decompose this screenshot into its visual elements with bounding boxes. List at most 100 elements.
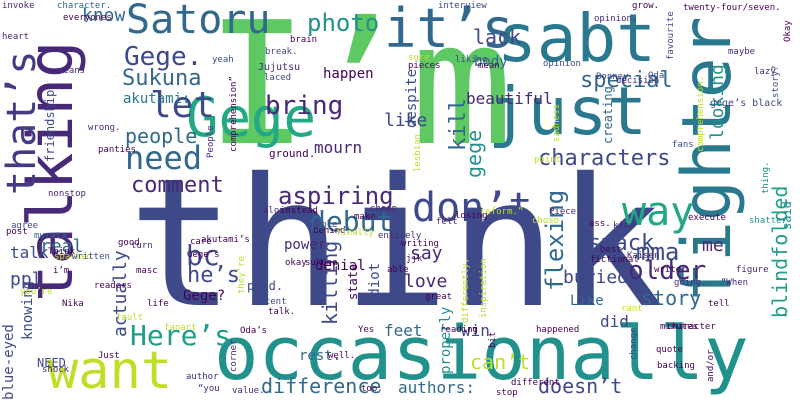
cloud-word: maybe bbox=[728, 47, 756, 57]
cloud-word: okay bbox=[285, 258, 307, 268]
cloud-word: lazy bbox=[754, 67, 776, 77]
cloud-word: decision bbox=[616, 76, 660, 86]
cloud-word: need bbox=[125, 139, 203, 177]
cloud-word: sabt bbox=[497, 0, 656, 77]
cloud-word: stop bbox=[496, 388, 518, 398]
cloud-word: agree bbox=[11, 221, 39, 231]
cloud-word: beautiful bbox=[466, 89, 553, 108]
cloud-word: comprehension” bbox=[229, 76, 239, 152]
cloud-word: mourn bbox=[314, 138, 363, 157]
cloud-word: felt bbox=[436, 217, 458, 227]
cloud-word: properly bbox=[438, 306, 454, 374]
cloud-word: going. bbox=[674, 278, 707, 288]
cloud-word: rest. bbox=[299, 348, 342, 364]
cloud-word: bc bbox=[186, 239, 220, 272]
cloud-word: ass. bbox=[589, 219, 611, 229]
cloud-word: fanart bbox=[164, 323, 197, 333]
cloud-word: aspiring bbox=[278, 182, 394, 210]
cloud-word: turn bbox=[131, 241, 153, 251]
cloud-word: fans bbox=[672, 140, 694, 150]
cloud-word: laced bbox=[264, 73, 292, 83]
cloud-word: finally bbox=[336, 228, 374, 238]
cloud-word: Gege? bbox=[183, 288, 226, 304]
cloud-word: twenty-four/seven. bbox=[683, 3, 781, 13]
cloud-word: debut bbox=[309, 205, 394, 238]
cloud-word: quote bbox=[656, 345, 684, 355]
cloud-word: they’re bbox=[237, 256, 247, 294]
cloud-word: friendship bbox=[43, 89, 57, 162]
cloud-word: able bbox=[387, 265, 409, 275]
cloud-word: lack bbox=[473, 25, 522, 49]
cloud-word: Here’s bbox=[130, 319, 232, 352]
cloud-word: can’t bbox=[470, 350, 531, 374]
cloud-word: sure bbox=[408, 53, 430, 63]
cloud-word: unable bbox=[305, 220, 338, 230]
cloud-word: photo bbox=[307, 9, 380, 37]
cloud-word: Piece. bbox=[549, 207, 582, 217]
cloud-word: behind. bbox=[313, 226, 351, 236]
cloud-word: entirely bbox=[378, 231, 422, 241]
cloud-word: favourite bbox=[666, 11, 676, 60]
cloud-word: invoke bbox=[2, 1, 35, 11]
cloud-word: don’t bbox=[412, 185, 533, 231]
cloud-word: mma bbox=[636, 238, 680, 266]
cloud-word: “When bbox=[721, 278, 749, 288]
cloud-word: differently, bbox=[461, 257, 471, 323]
cloud-word: fault bbox=[116, 313, 144, 323]
cloud-word: despite bbox=[404, 68, 420, 128]
cloud-word: nonstop bbox=[48, 189, 86, 199]
cloud-word: Jujutsu bbox=[258, 62, 301, 73]
cloud-word: Bonney bbox=[596, 72, 629, 82]
cloud-word: post bbox=[6, 227, 28, 237]
cloud-word: rant bbox=[621, 304, 643, 314]
cloud-word: life bbox=[147, 299, 169, 309]
cloud-word: real bbox=[40, 236, 84, 257]
cloud-word: murata bbox=[34, 231, 67, 241]
cloud-word: “you bbox=[198, 384, 220, 394]
cloud-word: Gege. bbox=[124, 42, 203, 72]
cloud-word: fictional bbox=[590, 255, 639, 265]
cloud-word: happened bbox=[536, 325, 580, 335]
cloud-word: recent bbox=[254, 297, 287, 307]
cloud-word: smack bbox=[588, 231, 655, 256]
cloud-word: inspiration bbox=[479, 258, 489, 318]
cloud-word: change bbox=[629, 327, 639, 360]
cloud-word: i’m bbox=[53, 266, 70, 276]
cloud-word: you’re bbox=[20, 287, 53, 297]
cloud-word: kind bbox=[613, 221, 635, 231]
cloud-word: Oda bbox=[648, 71, 665, 81]
cloud-word: akutami’s bbox=[201, 235, 250, 245]
cloud-word: grow. bbox=[632, 1, 660, 11]
cloud-word: Yes bbox=[358, 325, 375, 335]
cloud-word: point bbox=[534, 155, 562, 165]
cloud-word: means bbox=[58, 66, 86, 76]
cloud-word: Oda’s bbox=[240, 326, 268, 336]
cloud-word: different bbox=[511, 378, 560, 388]
cloud-word: alone. bbox=[263, 206, 296, 216]
cloud-word: Think bbox=[48, 247, 76, 257]
cloud-word: writer bbox=[654, 265, 687, 275]
cloud-word: too. bbox=[361, 384, 383, 394]
cloud-word: break. bbox=[265, 47, 298, 57]
cloud-word: Just bbox=[98, 351, 120, 361]
cloud-word: killing bbox=[318, 240, 342, 325]
cloud-word: gege’s black bbox=[710, 98, 783, 109]
cloud-word: denial bbox=[315, 258, 366, 274]
cloud-word: know bbox=[82, 5, 126, 26]
cloud-word: author bbox=[186, 372, 219, 382]
cloud-word: jjk bbox=[406, 254, 423, 264]
cloud-word: way bbox=[622, 189, 695, 235]
cloud-word: heart bbox=[2, 32, 30, 42]
cloud-word: I’m bbox=[206, 0, 514, 184]
cloud-word: wrong. bbox=[88, 123, 121, 133]
cloud-word: just bbox=[488, 73, 647, 150]
cloud-word: feet bbox=[384, 321, 423, 340]
cloud-word: did bbox=[600, 312, 629, 331]
cloud-word: he’s bbox=[187, 263, 240, 288]
cloud-word: ground. bbox=[269, 147, 316, 160]
cloud-word: gege bbox=[462, 129, 486, 178]
cloud-word: want bbox=[47, 341, 173, 400]
cloud-word: brain bbox=[290, 35, 318, 45]
cloud-word: People bbox=[206, 125, 216, 158]
